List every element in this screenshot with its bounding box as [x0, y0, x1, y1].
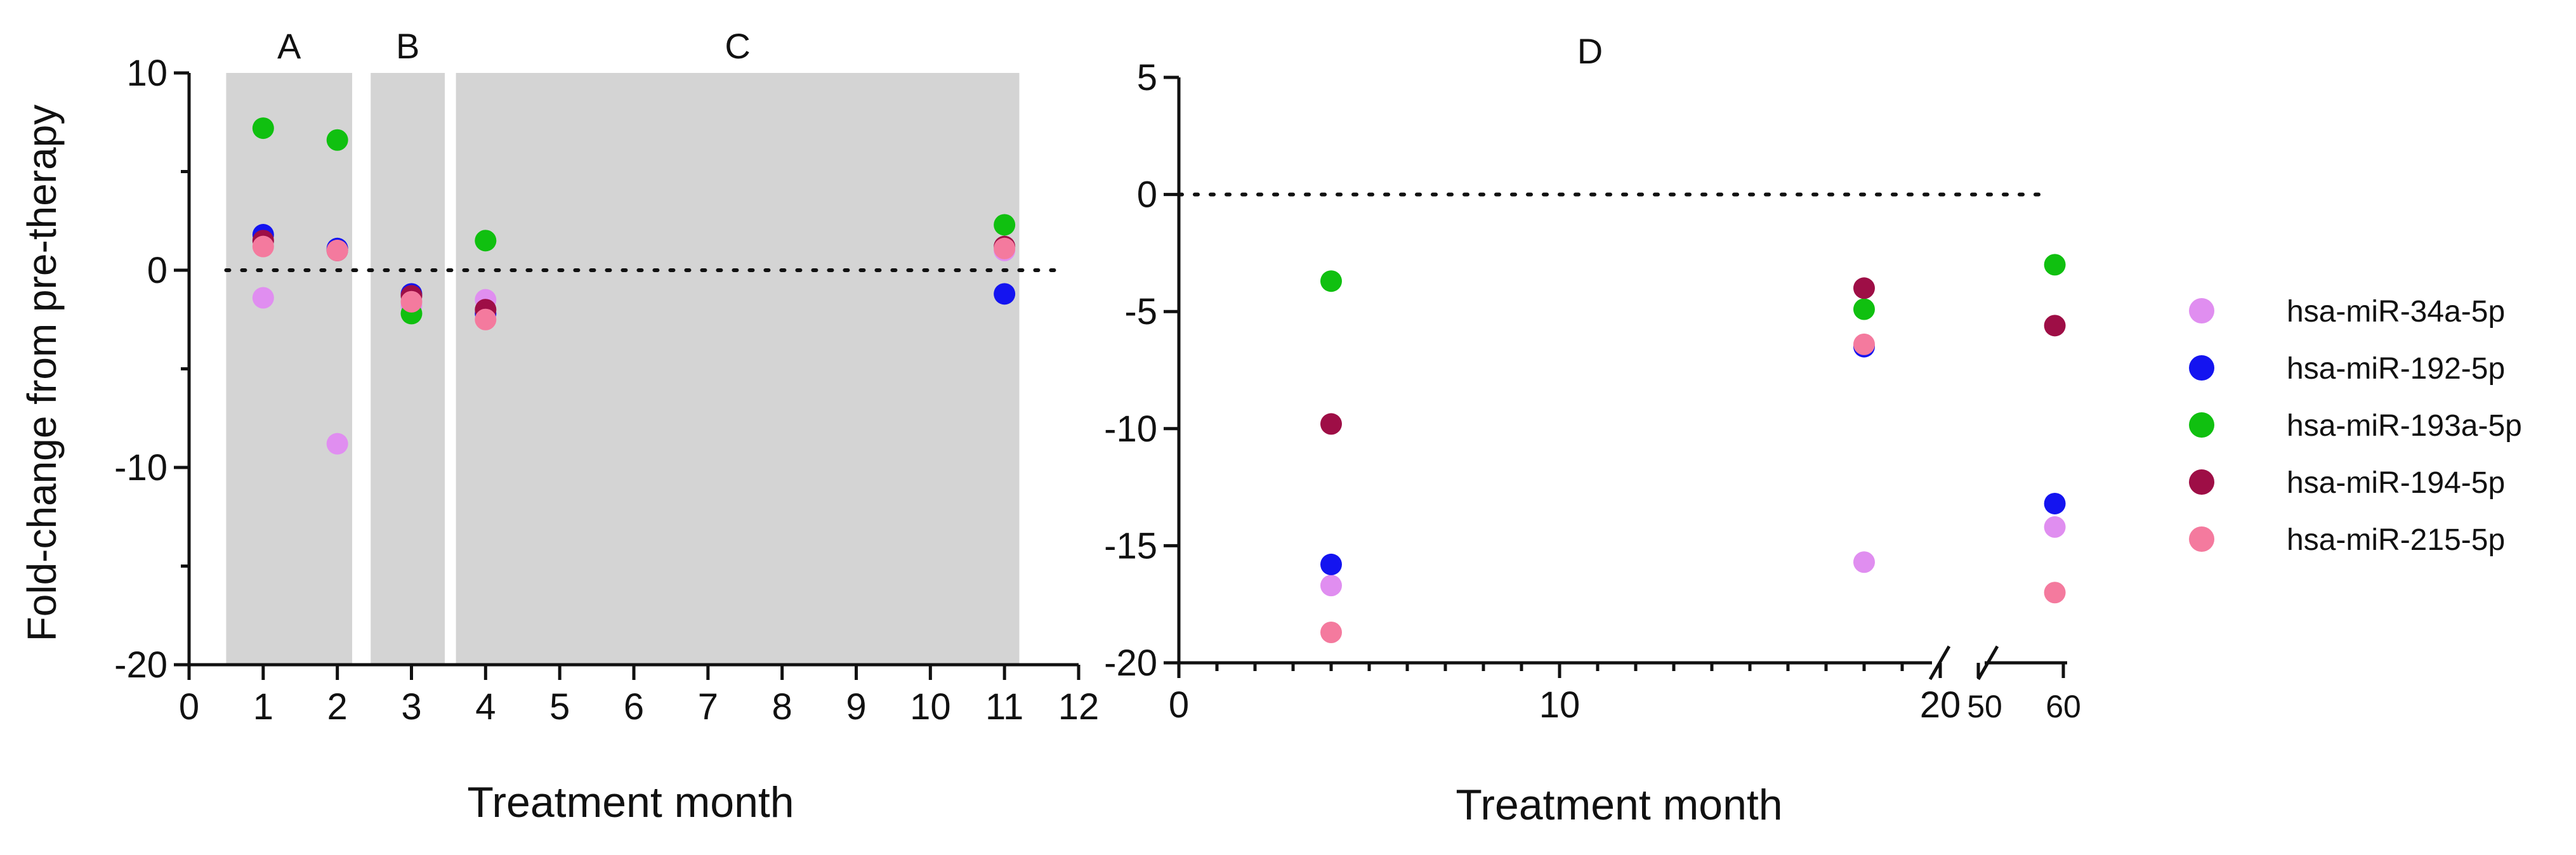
left-y-axis-label: Fold-change from pre-therapy — [19, 105, 65, 642]
legend-label: hsa-miR-192-5p — [2287, 352, 2505, 386]
x-tick-label: 20 — [1920, 684, 1961, 726]
legend-label: hsa-miR-215-5p — [2287, 523, 2505, 557]
x-tick-label: 0 — [1169, 684, 1189, 726]
y-tick-label: 0 — [147, 250, 168, 291]
region-label-c: C — [725, 26, 750, 66]
left-x-axis-label: Treatment month — [467, 778, 794, 826]
y-tick-label: -20 — [114, 644, 168, 686]
x-tick-label: 2 — [327, 686, 348, 728]
data-point-hsa-mir-215-5p — [1853, 333, 1875, 355]
legend-label: hsa-miR-194-5p — [2287, 466, 2505, 500]
x-tick-label: 12 — [1058, 686, 1100, 728]
data-point-hsa-mir-215-5p — [2044, 582, 2066, 604]
region-label-a: A — [277, 26, 301, 66]
data-point-hsa-mir-192-5p — [2044, 492, 2066, 514]
data-point-hsa-mir-193a-5p — [252, 117, 274, 140]
data-point-hsa-mir-194-5p — [1320, 413, 1342, 435]
y-tick-label: -15 — [1104, 525, 1157, 566]
y-tick-label: -10 — [114, 447, 168, 488]
data-point-hsa-mir-194-5p — [2044, 315, 2066, 337]
data-point-hsa-mir-192-5p — [994, 283, 1016, 305]
x-tick-label: 5 — [549, 686, 570, 728]
legend-marker-hsa-mir-192-5p — [2189, 355, 2214, 381]
legend-label: hsa-miR-193a-5p — [2287, 409, 2522, 443]
right-panel-label: D — [1577, 31, 1603, 71]
data-point-hsa-mir-34a-5p — [2044, 516, 2066, 538]
data-point-hsa-mir-34a-5p — [1853, 551, 1875, 573]
legend-marker-hsa-mir-194-5p — [2189, 469, 2214, 495]
data-point-hsa-mir-215-5p — [326, 239, 348, 261]
data-point-hsa-mir-193a-5p — [326, 129, 348, 151]
axis-break-mark — [1976, 645, 1999, 681]
x-tick-label: 11 — [985, 686, 1023, 728]
y-tick-label: -10 — [1104, 408, 1157, 450]
data-point-hsa-mir-193a-5p — [2044, 254, 2066, 276]
left-data-points — [252, 117, 1016, 455]
data-point-hsa-mir-215-5p — [400, 290, 423, 313]
x-tick-label: 1 — [253, 686, 273, 728]
data-point-hsa-mir-193a-5p — [1853, 298, 1875, 320]
x-tick-label: 0 — [179, 686, 199, 728]
legend: hsa-miR-34a-5p hsa-miR-192-5p hsa-miR-193a… — [2189, 295, 2522, 557]
data-point-hsa-mir-34a-5p — [1320, 575, 1342, 597]
x-tick-label: 6 — [624, 686, 644, 728]
data-point-hsa-mir-194-5p — [1853, 277, 1875, 299]
data-point-hsa-mir-193a-5p — [475, 230, 497, 252]
data-point-hsa-mir-215-5p — [994, 237, 1016, 259]
x-tick-label: 3 — [401, 686, 421, 728]
shaded-region-a — [226, 73, 353, 665]
legend-marker-hsa-mir-193a-5p — [2189, 412, 2214, 438]
data-point-hsa-mir-215-5p — [475, 308, 497, 330]
data-point-hsa-mir-215-5p — [1320, 622, 1342, 644]
shaded-region-c — [456, 73, 1020, 665]
data-point-hsa-mir-34a-5p — [326, 433, 348, 455]
data-point-hsa-mir-215-5p — [252, 235, 274, 258]
x-tick-label: 10 — [1539, 684, 1580, 726]
right-data-points — [1320, 254, 2066, 644]
legend-marker-hsa-mir-215-5p — [2189, 526, 2214, 552]
legend-label: hsa-miR-34a-5p — [2287, 295, 2505, 329]
y-tick-label: -20 — [1104, 643, 1157, 684]
data-point-hsa-mir-193a-5p — [1320, 270, 1342, 292]
left-shaded-regions: A B C — [226, 26, 1020, 665]
shaded-region-b — [371, 73, 445, 665]
y-tick-label: 5 — [1137, 57, 1157, 98]
data-point-hsa-mir-192-5p — [1320, 553, 1342, 575]
x-tick-label: 7 — [698, 686, 718, 728]
x-tick-label: 9 — [846, 686, 866, 728]
legend-marker-hsa-mir-34a-5p — [2189, 298, 2214, 323]
x-tick-label: 10 — [910, 686, 951, 728]
x-tick-label: 8 — [772, 686, 792, 728]
x-tick-label: 60 — [2046, 689, 2081, 724]
data-point-hsa-mir-34a-5p — [252, 287, 274, 309]
y-tick-label: 0 — [1137, 174, 1157, 216]
y-tick-label: -5 — [1124, 291, 1157, 332]
x-tick-label: 4 — [475, 686, 496, 728]
region-label-b: B — [396, 26, 419, 66]
y-tick-label: 10 — [126, 53, 168, 94]
x-tick-label: 50 — [1967, 689, 2002, 724]
data-point-hsa-mir-193a-5p — [994, 214, 1016, 236]
right-x-axis-label: Treatment month — [1456, 781, 1782, 829]
